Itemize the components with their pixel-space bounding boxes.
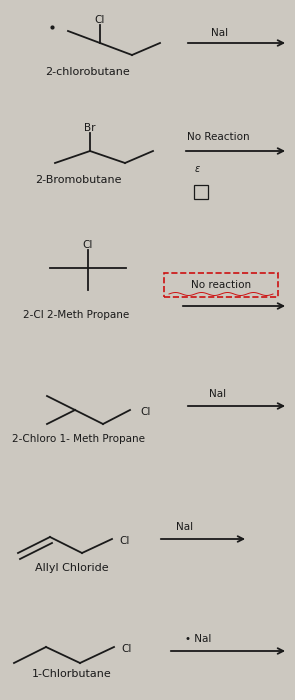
Text: No reaction: No reaction (191, 280, 251, 290)
Text: Allyl Chloride: Allyl Chloride (35, 563, 109, 573)
Text: NaI: NaI (212, 28, 229, 38)
Text: 2-Bromobutane: 2-Bromobutane (35, 175, 121, 185)
Text: Br: Br (84, 123, 96, 133)
Text: Cl: Cl (83, 240, 93, 250)
Text: Cl: Cl (95, 15, 105, 25)
Text: NaI: NaI (176, 522, 194, 532)
Text: Cl: Cl (140, 407, 150, 417)
Text: $\mathit{\epsilon}$: $\mathit{\epsilon}$ (194, 164, 201, 174)
Text: 2-Cl 2-Meth Propane: 2-Cl 2-Meth Propane (23, 310, 129, 320)
Text: NaI: NaI (209, 389, 227, 399)
Text: 2-Chloro 1- Meth Propane: 2-Chloro 1- Meth Propane (12, 434, 145, 444)
Text: Cl: Cl (119, 536, 130, 546)
Text: 1-Chlorbutane: 1-Chlorbutane (32, 669, 112, 679)
Text: • NaI: • NaI (185, 634, 211, 644)
Text: No Reaction: No Reaction (187, 132, 249, 142)
Text: Cl: Cl (121, 644, 131, 654)
Text: 2-chlorobutane: 2-chlorobutane (46, 67, 130, 77)
